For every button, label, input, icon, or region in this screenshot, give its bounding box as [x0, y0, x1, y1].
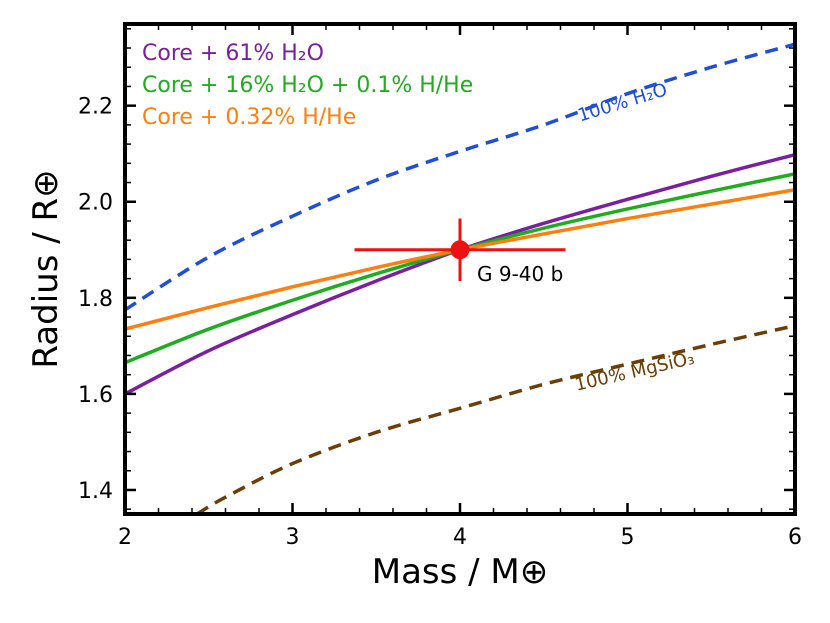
x-tick-label: 6: [788, 525, 802, 550]
data-point-g9-40b: [450, 240, 470, 260]
y-tick-label: 2.2: [78, 95, 113, 120]
y-axis-title: Radius / R⊕: [26, 169, 66, 368]
y-tick-label: 1.8: [78, 287, 113, 312]
series-line-100-h2o: [125, 42, 795, 312]
x-tick-label: 2: [118, 525, 132, 550]
x-tick-label: 5: [621, 525, 635, 550]
legend: Core + 61% H₂O Core + 16% H₂O + 0.1% H/He…: [142, 41, 473, 130]
curve-annotations: 100% H₂O 100% MgSiO₃: [573, 79, 697, 395]
x-tick-label: 3: [286, 525, 300, 550]
x-tick-label: 4: [453, 525, 467, 550]
y-tick-label: 2.0: [78, 191, 113, 216]
x-axis-title: Mass / M⊕: [372, 552, 549, 592]
legend-entry-core-61-h2o: Core + 61% H₂O: [142, 41, 324, 66]
series-line-100-mgsio3: [196, 323, 795, 514]
legend-entry-core-16-h2o-0-1-h-he: Core + 16% H₂O + 0.1% H/He: [142, 73, 473, 98]
annotation-100-h-o: 100% H₂O: [575, 79, 669, 126]
legend-entry-core-0-32-h-he: Core + 0.32% H/He: [142, 105, 356, 130]
data-point-label: G 9-40 b: [477, 262, 563, 286]
y-tick-label: 1.6: [78, 383, 113, 408]
plot-frame: [123, 22, 797, 516]
data-point-group: G 9-40 b: [354, 218, 566, 286]
axes: 2 3 4 5 6 1.4 1.6 1.8 2.0 2.2: [78, 24, 802, 550]
annotation-100-mgsio: 100% MgSiO₃: [573, 348, 697, 396]
y-tick-label: 1.4: [78, 479, 113, 504]
